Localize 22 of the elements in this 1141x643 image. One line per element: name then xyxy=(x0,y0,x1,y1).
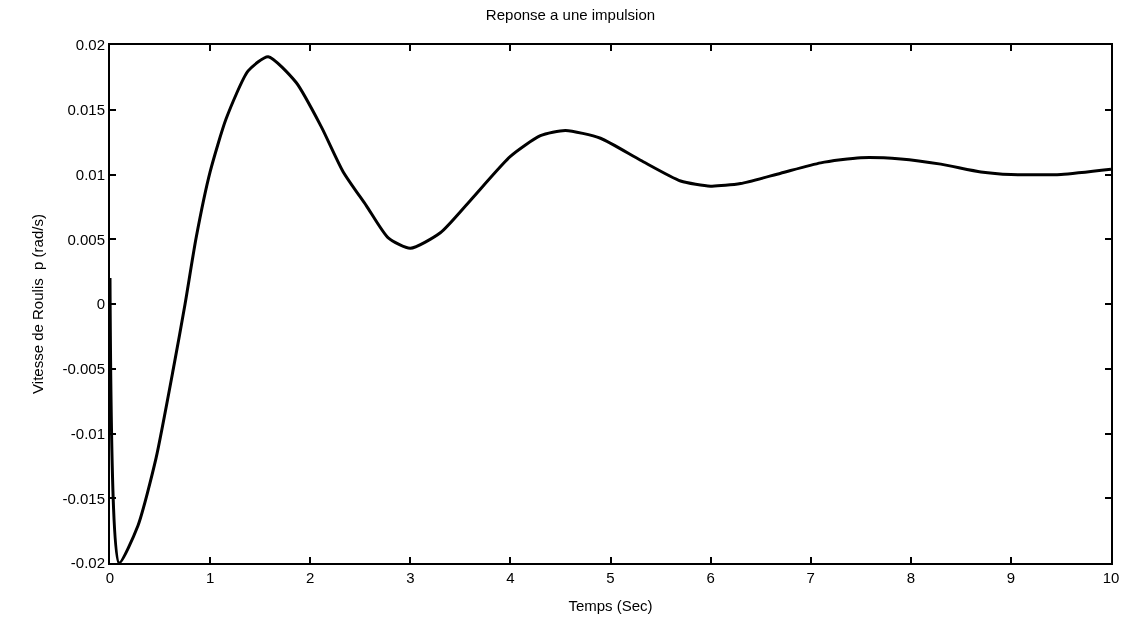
y-tick-label: -0.015 xyxy=(62,489,105,507)
y-tick-label: -0.02 xyxy=(70,554,105,572)
x-tick-label: 3 xyxy=(406,569,415,586)
y-tick-label: 0 xyxy=(96,295,105,313)
x-tick-label: 7 xyxy=(806,569,815,586)
x-tick-label: 5 xyxy=(606,569,615,586)
y-axis-title: Vitesse de Roulis p (rad/s) xyxy=(29,214,47,394)
x-tick-label: 8 xyxy=(906,569,915,586)
x-tick-label: 10 xyxy=(1102,569,1120,586)
y-tick-label: -0.01 xyxy=(70,424,105,442)
x-tick-label: 2 xyxy=(306,569,315,586)
y-tick-label: 0.005 xyxy=(67,230,105,248)
x-tick-label: 1 xyxy=(205,569,215,586)
x-tick-label: 6 xyxy=(706,569,715,586)
y-tick-label: 0.015 xyxy=(67,101,105,118)
x-axis-title: Temps (Sec) xyxy=(568,596,653,614)
x-tick-label: 4 xyxy=(506,569,515,586)
y-tick-label: 0.01 xyxy=(75,165,105,183)
chart-title: Reponse a une impulsion xyxy=(485,6,656,24)
y-tick-label: 0.02 xyxy=(75,36,105,54)
y-tick-label: -0.005 xyxy=(62,360,105,377)
x-tick-label: 9 xyxy=(1006,569,1016,586)
